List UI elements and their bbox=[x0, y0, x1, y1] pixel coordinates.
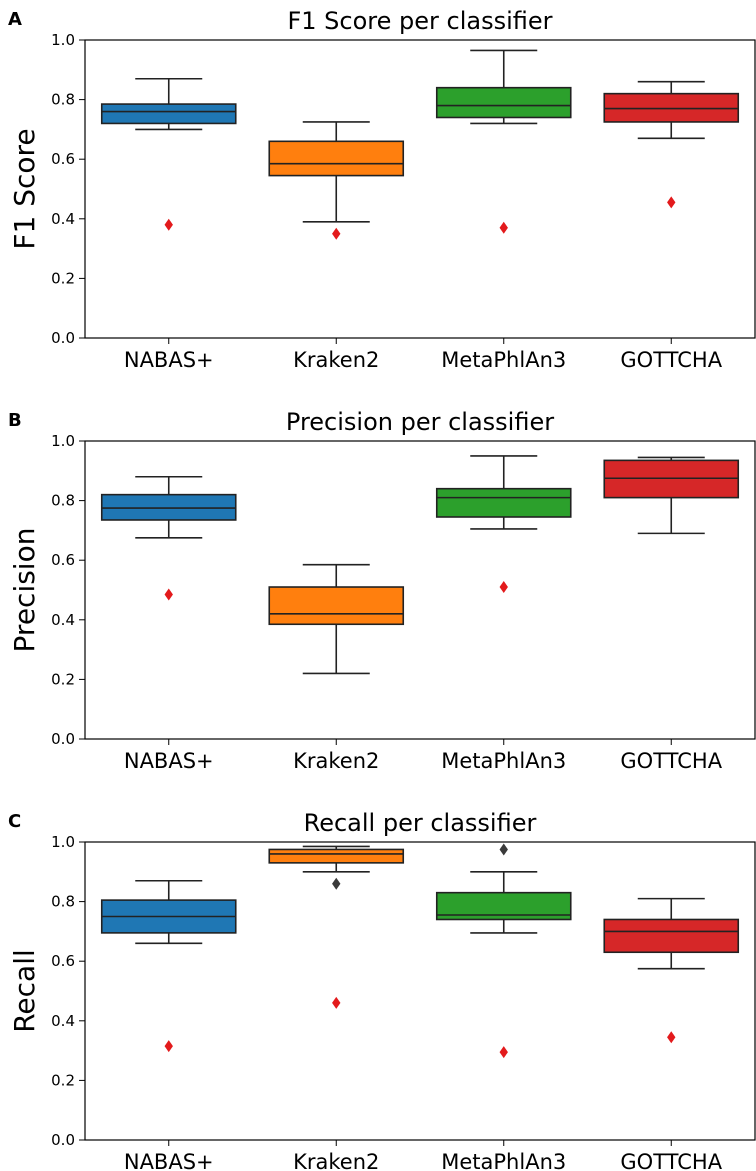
panel-b: B Precision per classifier Precision 0.0 0.2… bbox=[8, 408, 756, 773]
x-tick-label: NABAS+ bbox=[124, 749, 214, 773]
x-tick-label: GOTTCHA bbox=[620, 749, 722, 773]
box-body bbox=[268, 586, 405, 626]
x-tick-label: NABAS+ bbox=[124, 1150, 214, 1171]
y-axis-label: F1 Score bbox=[8, 128, 41, 249]
y-tick-label: 0.6 bbox=[51, 150, 75, 168]
chart-title: Precision per classifier bbox=[286, 408, 554, 436]
plot-frame bbox=[84, 39, 756, 339]
box-body bbox=[603, 918, 740, 954]
box-nabas- bbox=[100, 77, 237, 231]
y-tick-label: 0.4 bbox=[51, 611, 75, 629]
box-body bbox=[100, 103, 237, 125]
x-tick-label: NABAS+ bbox=[124, 348, 214, 372]
box-body bbox=[435, 487, 572, 518]
y-tick-label: 0.8 bbox=[51, 91, 75, 109]
panel-letter: C bbox=[8, 811, 21, 832]
y-tick-label: 0.4 bbox=[51, 210, 75, 228]
y-axis-label: Recall bbox=[8, 949, 41, 1033]
highlight-point bbox=[332, 227, 341, 240]
y-tick-label: 0.0 bbox=[51, 1131, 75, 1149]
chart-title: F1 Score per classifier bbox=[287, 7, 552, 35]
box-kraken2 bbox=[268, 121, 405, 240]
y-tick-label: 0.6 bbox=[51, 551, 75, 569]
x-tick-label: Kraken2 bbox=[293, 749, 379, 773]
highlight-point bbox=[667, 196, 676, 209]
highlight-point bbox=[164, 218, 173, 231]
box-body bbox=[268, 848, 405, 864]
y-axis-label: Precision bbox=[8, 528, 41, 653]
panel-letter: B bbox=[8, 410, 22, 431]
x-tick-label: MetaPhlAn3 bbox=[441, 1150, 566, 1171]
box-body bbox=[435, 86, 572, 119]
highlight-point bbox=[332, 996, 341, 1009]
chart-title: Recall per classifier bbox=[304, 809, 537, 837]
y-tick-label: 1.0 bbox=[51, 31, 75, 49]
box-gottcha bbox=[603, 456, 740, 535]
box-metaphlan3 bbox=[435, 455, 572, 594]
box-gottcha bbox=[603, 80, 740, 209]
x-tick-label: GOTTCHA bbox=[620, 1150, 722, 1171]
box-nabas- bbox=[100, 879, 237, 1053]
x-tick-label: Kraken2 bbox=[293, 1150, 379, 1171]
panel-a: A F1 Score per classifier F1 Score 0.0 0.2 0.… bbox=[8, 7, 756, 372]
box-gottcha bbox=[603, 897, 740, 1044]
outlier-point bbox=[332, 877, 341, 890]
outlier-point bbox=[499, 843, 508, 856]
y-tick-label: 0.2 bbox=[51, 269, 75, 287]
x-tick-label: MetaPhlAn3 bbox=[441, 348, 566, 372]
box-kraken2 bbox=[268, 563, 405, 675]
y-tick-label: 0.6 bbox=[51, 952, 75, 970]
x-tick-label: Kraken2 bbox=[293, 348, 379, 372]
box-kraken2 bbox=[268, 845, 405, 1009]
box-body bbox=[268, 140, 405, 177]
y-tick-label: 1.0 bbox=[51, 833, 75, 851]
plot-frame bbox=[84, 440, 756, 740]
panel-letter: A bbox=[8, 9, 22, 30]
y-tick-label: 1.0 bbox=[51, 432, 75, 450]
y-tick-label: 0.2 bbox=[51, 670, 75, 688]
highlight-point bbox=[499, 1046, 508, 1059]
box-metaphlan3 bbox=[435, 49, 572, 234]
highlight-point bbox=[499, 221, 508, 234]
box-nabas- bbox=[100, 475, 237, 601]
x-tick-label: GOTTCHA bbox=[620, 348, 722, 372]
highlight-point bbox=[164, 1040, 173, 1053]
highlight-point bbox=[499, 581, 508, 594]
y-tick-label: 0.8 bbox=[51, 492, 75, 510]
y-tick-label: 0.4 bbox=[51, 1012, 75, 1030]
y-tick-label: 0.0 bbox=[51, 329, 75, 347]
y-tick-label: 0.0 bbox=[51, 730, 75, 748]
highlight-point bbox=[164, 588, 173, 601]
panel-c: C Recall per classifier Recall 0.0 0.2 0.4 0.6… bbox=[8, 809, 756, 1171]
y-tick-label: 0.8 bbox=[51, 893, 75, 911]
x-tick-label: MetaPhlAn3 bbox=[441, 749, 566, 773]
y-tick-label: 0.2 bbox=[51, 1071, 75, 1089]
box-metaphlan3 bbox=[435, 843, 572, 1059]
plot-frame bbox=[84, 841, 756, 1141]
highlight-point bbox=[667, 1031, 676, 1044]
